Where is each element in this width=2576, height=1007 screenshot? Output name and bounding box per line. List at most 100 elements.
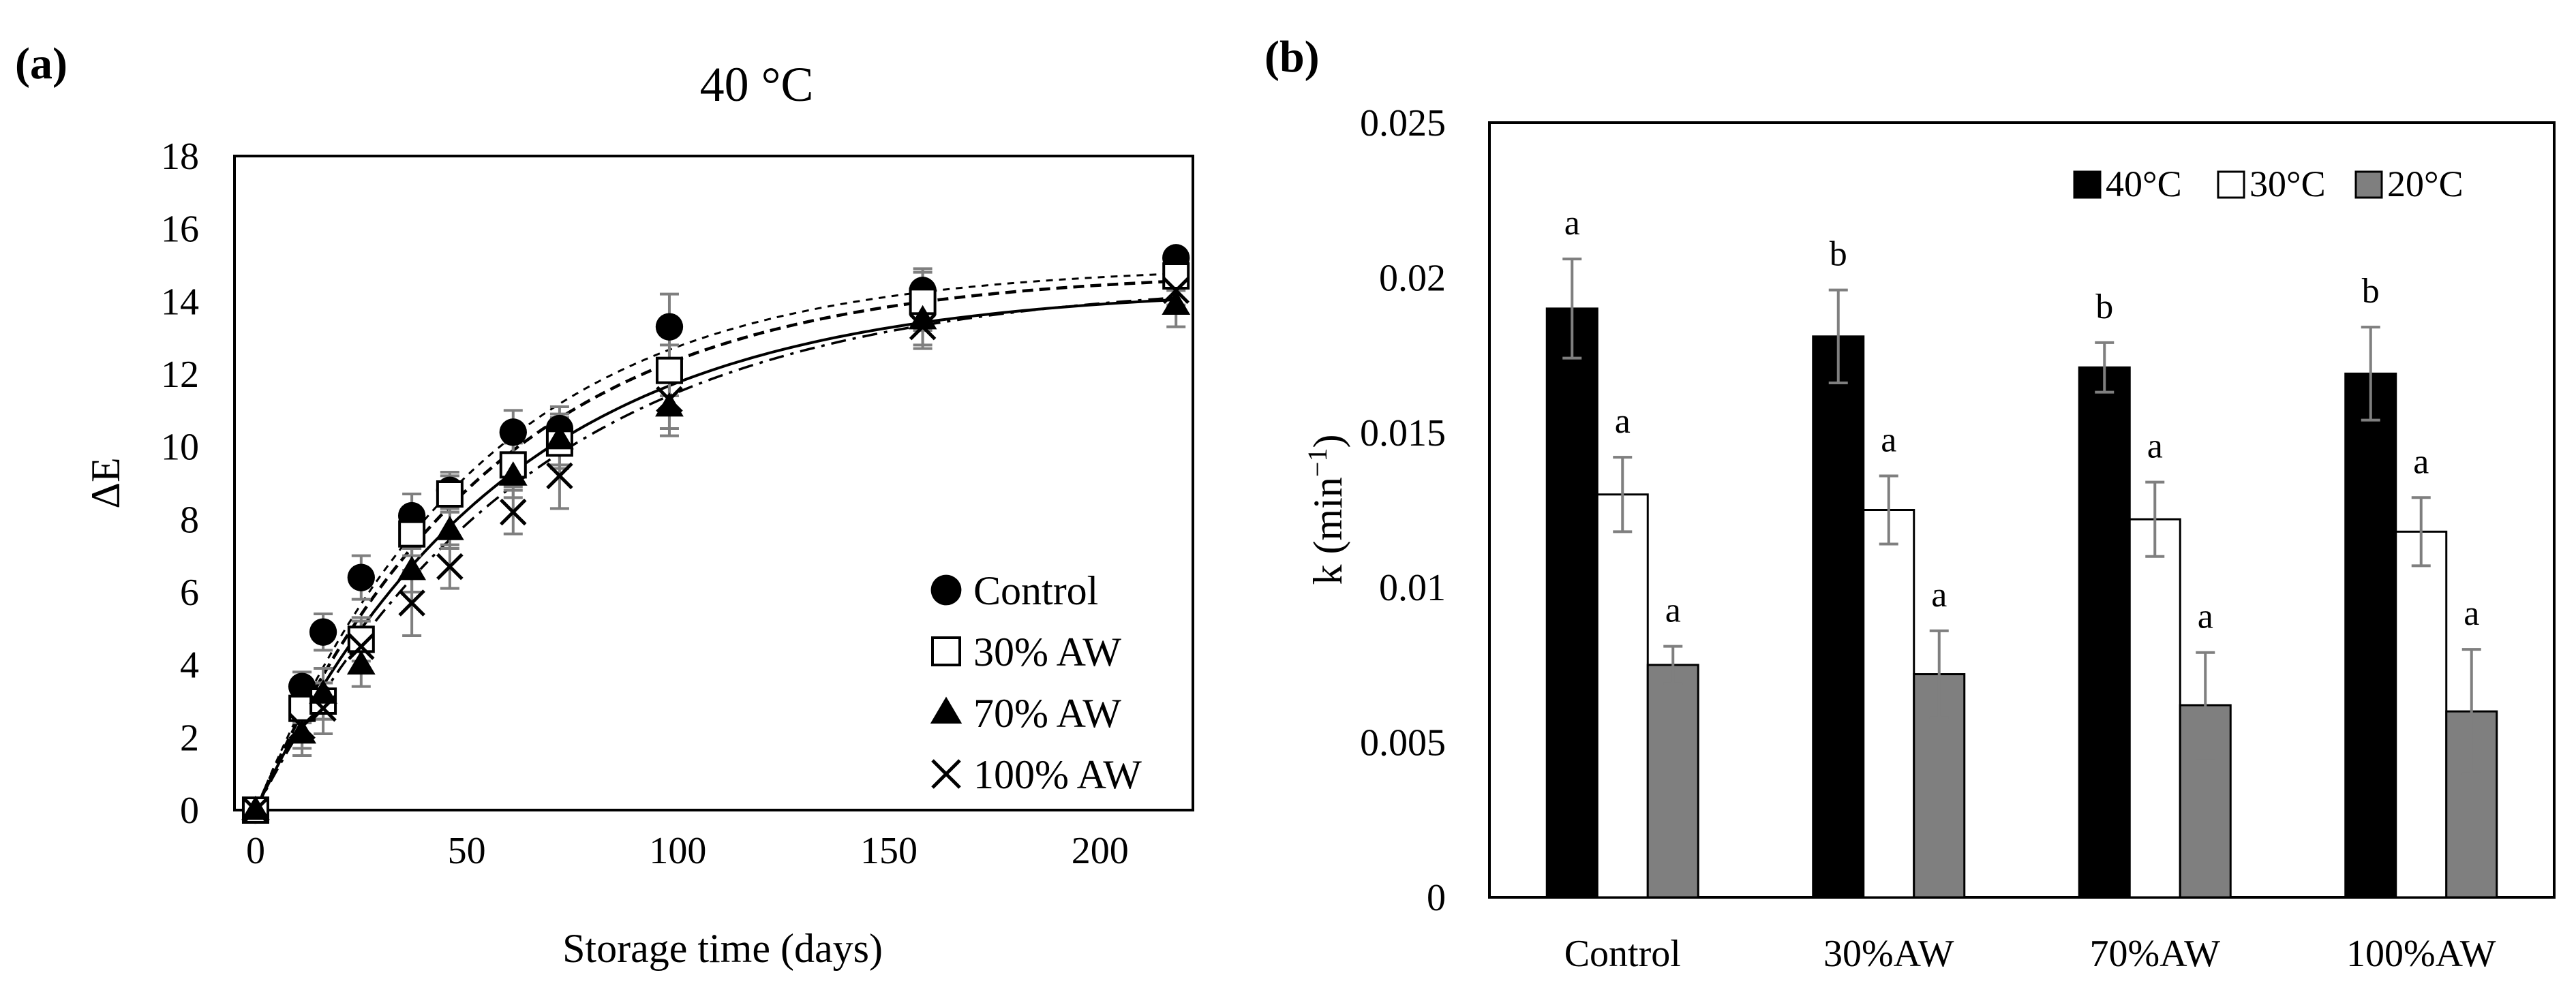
chart-a-point bbox=[1162, 262, 1190, 290]
chart-a: 40 °C 0 2 4 6 8 10 12 14 16 18 0 50 100 150 200 Stora… bbox=[83, 57, 1194, 971]
chart-a-point bbox=[1162, 290, 1191, 315]
chart-a-point bbox=[288, 719, 316, 744]
chart-a-y-tick-label: 8 bbox=[180, 499, 199, 541]
chart-b-x-tick-label: 70%AW bbox=[2090, 933, 2221, 975]
chart-b-significance-letter: a bbox=[1881, 420, 1896, 459]
chart-a-point bbox=[436, 516, 464, 540]
chart-a-legend-marker bbox=[931, 759, 961, 789]
chart-a-y-tick-label: 2 bbox=[180, 717, 199, 759]
chart-a-point bbox=[909, 313, 937, 341]
chart-b-bar bbox=[1862, 509, 1915, 899]
chart-a-point bbox=[398, 520, 426, 548]
chart-a-y-tick-label: 18 bbox=[161, 136, 199, 178]
chart-b-y-tick-label: 0.01 bbox=[1379, 567, 1446, 609]
chart-a-point bbox=[436, 553, 464, 580]
chart-b-bars bbox=[1545, 307, 2498, 899]
chart-a-y-tick-label: 12 bbox=[161, 354, 199, 396]
chart-a-point bbox=[347, 563, 375, 591]
chart-a-x-tick-label: 50 bbox=[448, 830, 486, 872]
chart-a-legend: Control 30% AW 70% AW 100% AW bbox=[930, 568, 1142, 797]
chart-a-x-ticks: 0 50 100 150 200 bbox=[246, 830, 1129, 872]
chart-b-error-bar bbox=[2095, 341, 2115, 394]
chart-b-bar bbox=[2128, 518, 2181, 899]
chart-a-error-bars bbox=[292, 249, 1186, 757]
chart-b: 0 0.005 0.01 0.015 0.02 0.025 a a a b a a b a a b a a Co… bbox=[1302, 102, 2556, 975]
chart-b-error-bar bbox=[1663, 645, 1683, 685]
chart-b-y-tick-label: 0.025 bbox=[1360, 102, 1446, 144]
chart-b-x-tick-label: 100%AW bbox=[2346, 933, 2496, 975]
chart-a-y-tick-label: 10 bbox=[161, 427, 199, 469]
chart-b-bar bbox=[1646, 664, 1699, 899]
chart-b-significance-letter: a bbox=[2198, 598, 2213, 636]
chart-b-x-tick-label: 30%AW bbox=[1823, 933, 1954, 975]
chart-a-legend-marker bbox=[931, 636, 961, 666]
chart-a-legend-label: 70% AW bbox=[973, 691, 1121, 736]
chart-a-point bbox=[397, 555, 427, 580]
chart-b-x-ticks: Control 30%AW 70%AW 100%AW bbox=[1564, 933, 2496, 975]
panel-b-label: (b) bbox=[1264, 32, 1320, 82]
chart-b-plot-frame bbox=[1488, 121, 2556, 899]
chart-a-fit-curve bbox=[254, 279, 1177, 811]
chart-b-error-bar bbox=[2411, 496, 2431, 568]
chart-a-y-ticks: 0 2 4 6 8 10 12 14 16 18 bbox=[161, 136, 199, 832]
chart-a-point bbox=[545, 424, 574, 450]
chart-a-point bbox=[309, 618, 337, 646]
chart-b-error-bar bbox=[1613, 456, 1633, 533]
chart-b-legend-swatch bbox=[2217, 170, 2245, 199]
chart-a-y-tick-label: 6 bbox=[180, 572, 199, 614]
chart-b-significance-letter: a bbox=[1665, 591, 1681, 630]
chart-b-bar bbox=[1812, 335, 1865, 899]
chart-b-significance-letter: a bbox=[1931, 576, 1947, 615]
chart-a-point bbox=[655, 356, 683, 384]
chart-b-bar bbox=[2344, 372, 2397, 899]
chart-b-bar bbox=[2078, 366, 2131, 899]
chart-b-y-ticks: 0 0.005 0.01 0.015 0.02 0.025 bbox=[1360, 102, 1446, 919]
chart-a-legend-label: 100% AW bbox=[973, 752, 1142, 797]
chart-a-y-tick-label: 14 bbox=[161, 281, 199, 323]
chart-b-y-label-sup: −1 bbox=[1302, 448, 1333, 478]
chart-a-point bbox=[546, 462, 573, 490]
chart-a-point bbox=[500, 498, 527, 526]
chart-a-y-tick-label: 4 bbox=[180, 645, 199, 687]
chart-b-error-bar bbox=[2461, 648, 2481, 775]
chart-b-error-bar bbox=[1828, 288, 1848, 385]
chart-a-legend-label: Control bbox=[973, 568, 1098, 613]
chart-b-legend-label: 30°C bbox=[2249, 164, 2326, 204]
chart-a-point bbox=[656, 386, 683, 414]
chart-a-legend-label: 30% AW bbox=[973, 630, 1121, 675]
chart-b-significance-letter: b bbox=[1830, 235, 1847, 274]
chart-b-y-label-main: k (min bbox=[1305, 477, 1350, 585]
chart-a-point bbox=[348, 633, 375, 660]
chart-a-point bbox=[1162, 277, 1189, 305]
chart-b-error-bars bbox=[1562, 258, 2481, 775]
chart-a-title: 40 °C bbox=[700, 57, 814, 112]
chart-a-point bbox=[309, 679, 337, 704]
chart-b-error-bar bbox=[2196, 651, 2215, 760]
chart-a-point bbox=[288, 713, 316, 741]
chart-b-error-bar bbox=[2145, 480, 2165, 558]
chart-a-point bbox=[908, 305, 937, 330]
chart-b-significance-letter: a bbox=[2413, 442, 2429, 481]
chart-a-point bbox=[499, 418, 527, 446]
chart-b-error-bar bbox=[2361, 326, 2380, 422]
chart-b-y-tick-label: 0.02 bbox=[1379, 257, 1446, 299]
chart-b-significance-letter: a bbox=[1615, 402, 1631, 441]
chart-a-x-tick-label: 200 bbox=[1072, 830, 1129, 872]
chart-b-significance-letter: a bbox=[1564, 204, 1580, 243]
chart-b-significance-letter: a bbox=[2147, 427, 2163, 466]
chart-b-error-bar bbox=[1562, 258, 1582, 360]
chart-b-legend: 40°C 30°C 20°C bbox=[2073, 164, 2464, 204]
chart-b-significance-letter: b bbox=[2095, 288, 2113, 326]
chart-b-error-bar bbox=[1929, 629, 1949, 719]
chart-a-plot-frame bbox=[233, 155, 1194, 811]
chart-b-significance-letter: a bbox=[2464, 594, 2479, 633]
chart-a-point bbox=[288, 672, 316, 700]
chart-a-y-tick-label: 16 bbox=[161, 208, 199, 251]
chart-a-x-label: Storage time (days) bbox=[562, 926, 883, 971]
chart-b-legend-label: 20°C bbox=[2387, 164, 2464, 204]
chart-a-x-tick-label: 150 bbox=[860, 830, 918, 872]
chart-a-y-label: ΔE bbox=[83, 457, 128, 508]
chart-b-y-tick-label: 0.005 bbox=[1360, 722, 1446, 764]
chart-b-y-tick-label: 0 bbox=[1427, 877, 1446, 919]
